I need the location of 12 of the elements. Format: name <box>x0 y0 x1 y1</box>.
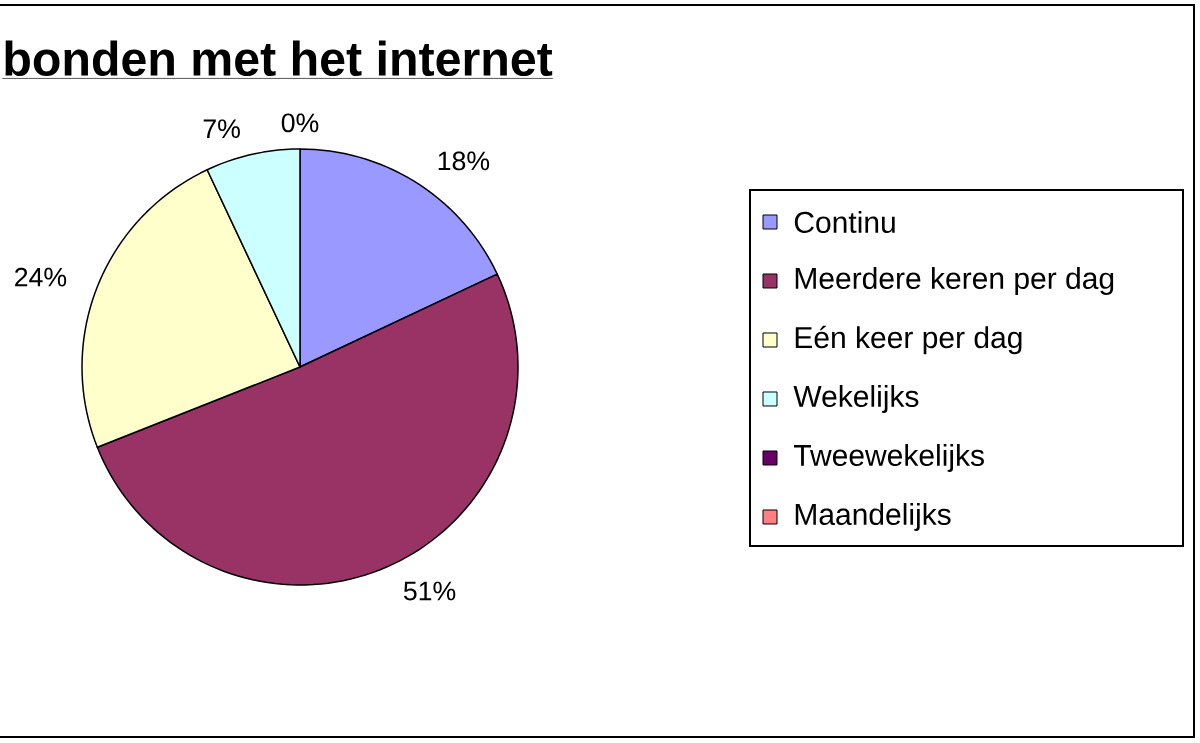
legend-label: Meerdere keren per dag <box>795 267 1114 295</box>
text: 0% <box>281 113 319 133</box>
data-label: 7% <box>203 119 240 139</box>
legend-label: Eén keer per dag <box>795 325 1022 355</box>
legend-label: Wekelijks <box>793 385 919 413</box>
data-label: 24% <box>15 267 67 287</box>
legend-label: Tweewekelijks <box>794 444 984 472</box>
legend-label: Continu <box>794 210 895 234</box>
legend-label: Maandelijks <box>795 503 951 531</box>
data-label: 18% <box>438 151 490 171</box>
data-label: 51% <box>403 581 456 601</box>
chart-title: bonden met het internet <box>5 40 553 77</box>
